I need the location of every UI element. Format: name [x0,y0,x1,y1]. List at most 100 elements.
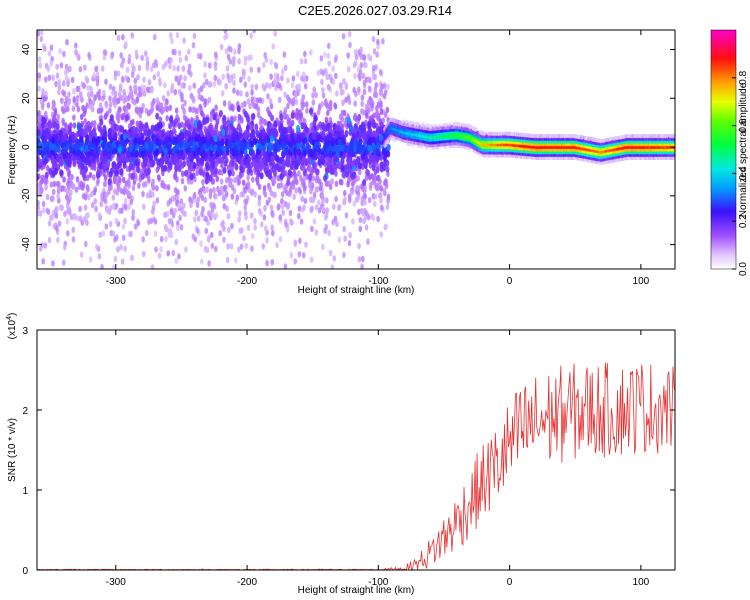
heatmap-cell [244,242,248,250]
heatmap-cell [38,245,43,252]
heatmap-cell [297,83,302,90]
heatmap-cell [372,48,377,55]
heatmap-cell [302,149,307,157]
heatmap-cell [214,104,218,111]
heatmap-cell [41,258,45,265]
heatmap-cell [200,110,204,117]
heatmap-cell [238,210,242,217]
heatmap-cell [102,125,107,133]
heatmap-cell [279,123,284,131]
heatmap-cell [158,116,163,123]
heatmap-cell [37,85,41,92]
heatmap-cell [232,79,236,87]
heatmap-cell [309,256,314,263]
heatmap-cell [373,200,377,208]
heatmap-cell [376,215,380,223]
heatmap-cell [225,256,230,264]
heatmap-cell [101,230,106,237]
heatmap-cell [249,140,254,148]
heatmap-cell [221,195,226,202]
heatmap-cell [129,131,134,139]
heatmap-cell [220,162,224,169]
heatmap-cell [273,30,278,37]
heatmap-cell [361,210,366,217]
heatmap-cell [376,114,380,122]
heatmap-cell [124,114,129,122]
heatmap-cell [137,64,142,72]
heatmap-cell [262,184,267,192]
heatmap-cell [346,181,350,188]
heatmap-cell [312,218,317,225]
heatmap-cell [296,133,301,141]
heatmap-cell [383,111,388,119]
heatmap-cell [141,149,145,157]
heatmap-cell [151,178,155,185]
heatmap-cell [183,99,187,107]
heatmap-cell [127,182,131,189]
heatmap-cell [203,61,207,68]
heatmap-cell [155,104,160,112]
heatmap-cell [234,163,239,170]
heatmap-cell [341,99,345,106]
heatmap-cell [204,227,209,235]
heatmap-cell [363,199,367,206]
heatmap-cell [261,83,265,90]
heatmap-cell [109,167,114,175]
heatmap-cell [295,107,300,115]
heatmap-cell [127,190,131,198]
heatmap-cell [77,129,82,137]
heatmap-cell [299,58,304,65]
heatmap-cell [145,64,150,72]
heatmap-cell [181,65,186,72]
heatmap-cell [111,96,116,104]
heatmap-cell [176,220,180,227]
heatmap-cell [113,236,117,243]
heatmap-cell [193,197,198,204]
heatmap-cell [182,82,186,89]
heatmap-cell [193,216,197,223]
heatmap-cell [38,62,42,69]
heatmap-cell [366,238,370,245]
heatmap-cell [328,73,332,80]
heatmap-cell [154,61,159,69]
heatmap-cell [183,185,188,192]
heatmap-cell [291,75,296,82]
heatmap-cell [108,220,113,228]
heatmap-cell [108,101,113,108]
heatmap-cell [250,96,255,103]
heatmap-cell [203,196,208,204]
heatmap-cell [354,53,359,61]
heatmap-cell [48,122,53,130]
heatmap-cell [301,71,306,78]
heatmap-cell [237,58,241,65]
heatmap-cell [244,198,249,206]
heatmap-cell [192,191,197,199]
heatmap-cell [251,176,255,183]
heatmap-cell [140,107,144,114]
heatmap-cell [155,197,160,204]
heatmap-cell [171,146,176,154]
heatmap-cell [331,78,336,86]
heatmap-cell [180,103,185,111]
heatmap-cell [177,203,181,210]
heatmap-cell [208,174,213,182]
heatmap-cell [375,109,379,116]
heatmap-cell [351,179,356,186]
heatmap-cell [290,133,295,141]
heatmap-cell [210,242,215,250]
heatmap-cell [125,165,130,172]
heatmap-cell [174,165,179,173]
heatmap-cell [364,156,369,164]
heatmap-cell [288,185,293,193]
heatmap-cell [67,91,71,98]
heatmap-cell [78,66,83,73]
heatmap-cell [64,122,68,129]
heatmap-cell [153,33,157,41]
heatmap-cell [65,188,70,195]
heatmap-cell [376,38,380,46]
heatmap-cell [140,84,144,91]
heatmap-cell [230,222,234,230]
heatmap-cell [57,220,62,227]
heatmap-cell [297,251,302,258]
heatmap-cell [362,53,366,61]
